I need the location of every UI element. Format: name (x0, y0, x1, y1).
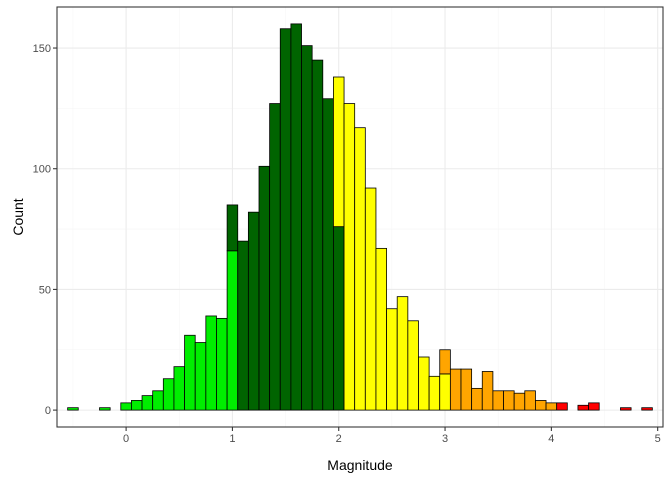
histogram-bar (492, 390, 504, 411)
histogram-bar (99, 407, 111, 411)
histogram-bar (588, 402, 600, 411)
histogram-bar (407, 320, 419, 411)
histogram-bar (428, 375, 441, 411)
histogram-bar (279, 28, 292, 411)
histogram-bar (524, 390, 536, 411)
histogram-bar (396, 296, 409, 411)
histogram-bar (439, 373, 451, 411)
histogram-bar (311, 59, 324, 411)
histogram-bar (471, 387, 483, 411)
histogram-bar (269, 103, 281, 411)
histogram-bar (141, 395, 154, 411)
histogram-bar (439, 349, 451, 375)
histogram-bar (386, 308, 398, 411)
histogram-bar (333, 76, 345, 228)
histogram-bar (131, 400, 143, 411)
y-tick-label: 150 (33, 43, 51, 55)
histogram-bar (556, 402, 568, 411)
histogram-bar (226, 250, 239, 411)
histogram-bar (641, 407, 653, 411)
histogram-bar (120, 402, 132, 411)
y-tick-label: 0 (45, 405, 51, 417)
histogram-bar (290, 23, 302, 411)
x-tick-label: 3 (442, 433, 448, 445)
histogram-bar (513, 392, 526, 411)
bars (67, 23, 653, 411)
histogram-bar (354, 127, 366, 411)
histogram-bar (364, 187, 377, 411)
histogram-bar (343, 103, 356, 411)
panel-border (56, 6, 664, 428)
histogram-bar (449, 368, 462, 411)
x-axis-title: Magnitude (327, 457, 393, 473)
y-tick-label: 50 (39, 284, 51, 296)
histogram-bar (247, 211, 260, 411)
histogram-bar (545, 402, 558, 411)
histogram-bar (162, 378, 175, 411)
histogram-bar (333, 226, 345, 411)
histogram-bar (226, 204, 239, 252)
histogram-bar (460, 368, 473, 411)
histogram-bar (577, 404, 589, 411)
x-tick-label: 4 (548, 433, 554, 445)
histogram-bar (301, 45, 313, 411)
histogram-bar (322, 98, 334, 411)
histogram-bar (152, 390, 164, 411)
histogram-bar (535, 400, 547, 411)
histogram-bar (418, 356, 430, 411)
histogram-bar (258, 165, 271, 411)
histogram-bar (194, 342, 207, 411)
x-tick-label: 2 (336, 433, 342, 445)
y-axis-title: Count (10, 198, 26, 235)
histogram-bar (620, 407, 632, 411)
histogram-bar (237, 240, 249, 411)
x-tick-label: 1 (229, 433, 235, 445)
histogram-bar (173, 366, 185, 411)
histogram-bar (67, 407, 79, 411)
histogram-bar (503, 390, 515, 411)
histogram-bar (375, 247, 387, 411)
histogram-bar (481, 371, 494, 411)
histogram-bar (216, 317, 228, 411)
x-tick-label: 0 (123, 433, 129, 445)
histogram-bar (205, 315, 217, 411)
y-tick-label: 100 (33, 164, 51, 176)
x-tick-label: 5 (655, 433, 661, 445)
histogram-bar (184, 334, 196, 411)
